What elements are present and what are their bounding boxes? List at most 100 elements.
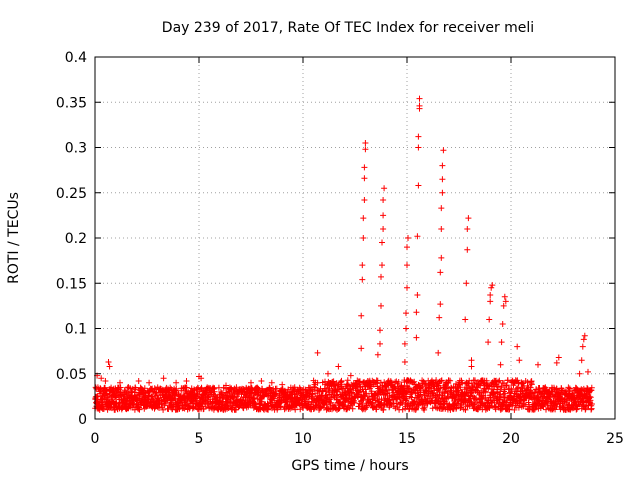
data-point (228, 406, 235, 412)
chart-title: Day 239 of 2017, Rate Of TEC Index for r… (162, 20, 534, 36)
data-point (514, 343, 521, 350)
data-point (447, 377, 454, 384)
data-point (576, 370, 583, 377)
data-point (401, 340, 408, 347)
y-tick-label: 0.15 (56, 276, 87, 292)
y-tick-label: 0 (78, 412, 87, 428)
data-point (173, 379, 180, 386)
data-point (380, 197, 387, 203)
data-point (437, 385, 444, 391)
x-axis-label: GPS time / hours (291, 458, 408, 474)
data-point (462, 406, 469, 413)
data-point (514, 377, 521, 384)
data-point (464, 226, 471, 232)
data-point (378, 302, 384, 309)
data-point (160, 406, 167, 413)
y-tick-label: 0.1 (65, 322, 87, 338)
data-point (414, 292, 421, 298)
x-tick-label: 10 (294, 431, 312, 447)
data-point (404, 284, 410, 291)
data-point (356, 389, 363, 396)
data-point (515, 404, 522, 411)
data-point (457, 405, 464, 411)
data-point (489, 282, 496, 289)
data-point (416, 102, 423, 109)
data-point (496, 377, 503, 384)
data-point (160, 375, 167, 382)
data-point (495, 378, 502, 385)
y-tick-label: 0.4 (65, 50, 87, 66)
data-point (135, 378, 142, 384)
data-point (580, 336, 587, 343)
data-point (462, 316, 469, 323)
data-point (102, 378, 109, 384)
data-point (379, 239, 385, 246)
data-point (380, 212, 387, 219)
data-point (587, 394, 594, 401)
data-point (132, 386, 139, 393)
x-tick-label: 20 (502, 431, 520, 447)
data-point (403, 310, 409, 317)
data-point (528, 381, 535, 388)
data-point (380, 406, 387, 413)
data-point (344, 377, 351, 384)
y-tick-label: 0.05 (56, 367, 87, 383)
data-point (136, 406, 143, 413)
data-point (411, 378, 418, 385)
data-point (368, 388, 375, 395)
data-point (106, 363, 113, 370)
data-point (588, 384, 595, 391)
data-point (497, 361, 504, 368)
data-point (499, 321, 506, 327)
x-tick-label: 25 (606, 431, 624, 447)
data-point (476, 381, 483, 388)
data-point (336, 399, 343, 406)
data-point (211, 388, 218, 395)
data-point (198, 375, 205, 382)
data-point (589, 401, 595, 407)
data-point (393, 400, 400, 407)
data-point (233, 384, 240, 391)
data-point (411, 398, 418, 405)
data-point (468, 357, 475, 364)
data-point (314, 349, 321, 356)
data-point (409, 389, 416, 396)
y-tick-label: 0.25 (56, 186, 87, 202)
data-point (581, 332, 588, 339)
data-point (578, 357, 585, 364)
data-point (441, 389, 448, 395)
data-point (348, 390, 355, 397)
data-point (405, 235, 411, 241)
data-point (374, 377, 381, 384)
data-point (487, 292, 494, 298)
data-point (415, 182, 422, 189)
y-tick-label: 0.3 (65, 141, 87, 157)
data-point (413, 334, 420, 341)
data-point (498, 339, 505, 346)
x-tick-label: 0 (91, 431, 100, 447)
data-point (325, 370, 331, 377)
data-point (468, 363, 475, 370)
data-point (399, 399, 406, 406)
data-point (335, 406, 342, 412)
data-point (463, 280, 470, 287)
data-point (457, 384, 464, 391)
data-point (553, 359, 560, 366)
axis-ticks: 0 0.05 0.1 0.15 0.2 0.25 0.3 0.35 0.4 0 5 10 15 20 25 (56, 50, 624, 447)
data-point (439, 189, 446, 196)
data-point (258, 378, 265, 384)
data-point (105, 359, 112, 365)
data-point (437, 269, 444, 276)
data-point (361, 175, 368, 182)
data-point (438, 205, 445, 212)
data-point (421, 404, 428, 411)
data-point (360, 215, 367, 222)
data-point (358, 345, 365, 352)
data-point (361, 164, 368, 171)
data-point (162, 400, 169, 407)
data-point (485, 339, 492, 346)
data-point (497, 406, 504, 413)
data-point (381, 185, 388, 192)
data-point (415, 144, 422, 151)
